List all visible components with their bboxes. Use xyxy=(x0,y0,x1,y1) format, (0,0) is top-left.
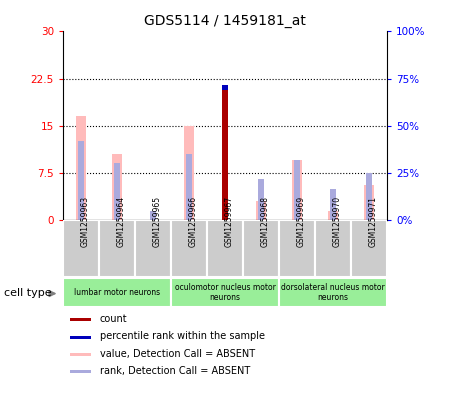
Bar xyxy=(186,154,192,220)
Bar xyxy=(112,154,122,220)
Bar xyxy=(114,163,120,220)
Bar xyxy=(70,370,91,373)
Bar xyxy=(207,220,243,277)
Text: cell type: cell type xyxy=(4,288,52,298)
Text: GSM1259970: GSM1259970 xyxy=(333,196,342,247)
Text: GDS5114 / 1459181_at: GDS5114 / 1459181_at xyxy=(144,14,306,28)
Bar xyxy=(78,141,84,220)
Bar xyxy=(222,85,228,220)
Bar xyxy=(135,220,171,277)
Bar xyxy=(258,179,264,220)
Bar xyxy=(279,278,387,307)
Bar xyxy=(150,211,156,220)
Bar xyxy=(70,336,91,339)
Bar xyxy=(292,160,302,220)
Bar xyxy=(279,220,315,277)
Text: GSM1259971: GSM1259971 xyxy=(369,196,378,247)
Text: GSM1259965: GSM1259965 xyxy=(153,196,162,247)
Text: percentile rank within the sample: percentile rank within the sample xyxy=(100,331,265,342)
Bar xyxy=(184,126,194,220)
Bar xyxy=(171,278,279,307)
Bar xyxy=(366,173,372,220)
Bar xyxy=(315,220,351,277)
Bar xyxy=(351,220,387,277)
Bar xyxy=(99,220,135,277)
Text: value, Detection Call = ABSENT: value, Detection Call = ABSENT xyxy=(100,349,255,359)
Bar xyxy=(364,185,374,220)
Text: GSM1259966: GSM1259966 xyxy=(189,196,198,247)
Text: GSM1259968: GSM1259968 xyxy=(261,196,270,247)
Text: dorsolateral nucleus motor
neurons: dorsolateral nucleus motor neurons xyxy=(281,283,385,303)
Bar xyxy=(70,318,91,321)
Text: oculomotor nucleus motor
neurons: oculomotor nucleus motor neurons xyxy=(175,283,275,303)
Text: GSM1259964: GSM1259964 xyxy=(117,196,126,247)
Text: GSM1259969: GSM1259969 xyxy=(297,196,306,247)
Bar xyxy=(243,220,279,277)
Bar xyxy=(294,160,300,220)
Bar xyxy=(256,201,266,220)
Text: GSM1259967: GSM1259967 xyxy=(225,196,234,247)
Text: lumbar motor neurons: lumbar motor neurons xyxy=(74,288,160,297)
Bar xyxy=(63,278,171,307)
Bar xyxy=(328,211,338,220)
Bar xyxy=(76,116,86,220)
Bar xyxy=(222,85,228,90)
Text: count: count xyxy=(100,314,127,324)
Bar xyxy=(63,220,99,277)
Text: GSM1259963: GSM1259963 xyxy=(81,196,90,247)
Bar xyxy=(70,353,91,356)
Bar xyxy=(330,189,336,220)
Bar xyxy=(171,220,207,277)
Text: rank, Detection Call = ABSENT: rank, Detection Call = ABSENT xyxy=(100,366,250,376)
